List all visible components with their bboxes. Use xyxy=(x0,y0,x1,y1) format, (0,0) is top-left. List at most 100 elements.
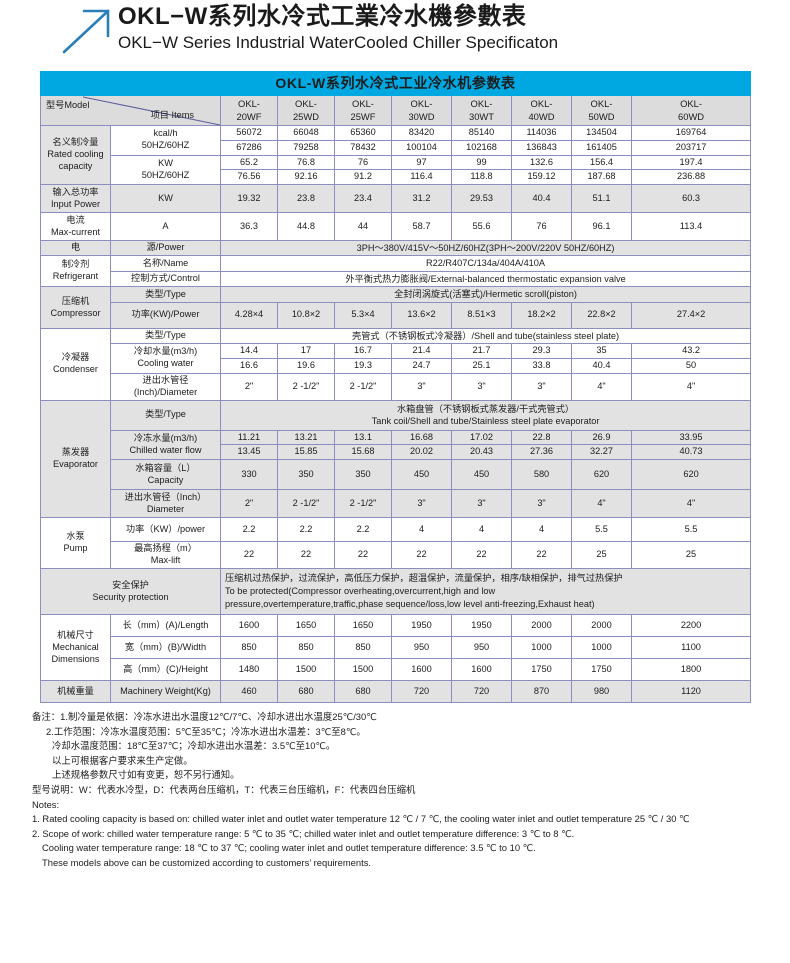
table-row: 进出水管径（Inch） Diameter 2" 2 -1/2" 2 -1/2" 3… xyxy=(41,489,752,519)
table-row: 76.56 92.16 91.2 116.4 118.8 159.12 187.… xyxy=(41,169,752,186)
cell: 350 xyxy=(334,459,392,491)
cell: 76 xyxy=(334,154,392,171)
group-label-evaporator: 蒸发器 Evaporator xyxy=(40,399,111,519)
diagonal-divider-icon xyxy=(82,96,221,126)
cell: 97 xyxy=(391,154,452,171)
cell: 22.8 xyxy=(511,429,572,446)
group-label-power: 电 xyxy=(40,240,111,257)
specification-table: OKL-W系列水冷式工业冷水机参数表 型号Model 项目 Items OKL-… xyxy=(39,71,752,704)
table-row: 最高扬程（m） Max-lift 22 22 22 22 22 22 25 25 xyxy=(41,541,752,570)
cell: 2000 xyxy=(511,614,572,638)
cell: 58.7 xyxy=(391,212,452,242)
table-row: 机械尺寸 Mechanical Dimensions 长（mm）(A)/Length… xyxy=(40,614,752,682)
cell: 18.2×2 xyxy=(511,301,572,329)
model-header-3: OKL- 30WD xyxy=(391,95,452,126)
cell: 1100 xyxy=(630,636,752,660)
cell: 1600 xyxy=(451,658,512,682)
cell: 4" xyxy=(630,489,752,519)
cell: 66048 xyxy=(277,125,335,141)
item-label-width: 宽（mm）(B)/Width xyxy=(110,636,221,660)
cell: 92.16 xyxy=(277,169,335,186)
cell: 23.4 xyxy=(334,184,392,214)
table-row: 输入总功率 Input Power KW 19.32 23.8 23.4 31.2… xyxy=(40,184,752,214)
cell: 31.2 xyxy=(391,184,452,214)
table-row: 水箱容量（L） Capacity 330 350 350 450 450 580 … xyxy=(41,459,752,491)
cell: 2" xyxy=(220,372,278,401)
cell: 96.1 xyxy=(571,212,632,242)
item-label-height: 高（mm）(C)/Height xyxy=(110,658,221,682)
item-label-pump-power: 功率（KW）/power xyxy=(110,517,221,543)
cell: 25 xyxy=(571,541,632,570)
cell: 36.3 xyxy=(220,212,278,242)
cell: 5.5 xyxy=(571,517,632,543)
cell: 980 xyxy=(571,680,632,704)
cell: 2 -1/2" xyxy=(334,372,392,401)
cell: 40.4 xyxy=(571,357,632,374)
cell: 950 xyxy=(391,636,452,660)
condenser-type-value: 壳管式（不锈钢板式冷凝器）/Shell and tube(stainless s… xyxy=(219,327,752,345)
item-label-comp-power: 功率(KW)/Power xyxy=(110,301,221,329)
cell: 67286 xyxy=(220,139,278,156)
table-row: 制冷剂 Refrigerant 名称/Name R22/R407C/134a/40… xyxy=(40,255,752,288)
cell: 1500 xyxy=(277,658,335,682)
cell: 3" xyxy=(511,489,572,519)
corner-label-model: 型号Model xyxy=(46,100,90,110)
item-label-length: 长（mm）(A)/Length xyxy=(110,614,221,638)
cell: 55.6 xyxy=(451,212,512,242)
cell: 11.21 xyxy=(220,429,278,446)
table-row: 安全保护 Security protection 压缩机过热保护，过流保护，高低压… xyxy=(40,568,752,616)
cell: 4" xyxy=(571,372,632,401)
cell: 22 xyxy=(451,541,512,570)
cell: 102168 xyxy=(451,139,512,156)
cell: 4" xyxy=(630,372,752,401)
group-label-dimensions: 机械尺寸 Mechanical Dimensions xyxy=(40,614,111,682)
cell: 20.02 xyxy=(391,444,452,461)
cell: 5.5 xyxy=(630,517,752,543)
cell: 680 xyxy=(277,680,335,704)
cell: 13.6×2 xyxy=(391,301,452,329)
cell: 1750 xyxy=(571,658,632,682)
table-row: 67286 79258 78432 100104 102168 136843 1… xyxy=(41,139,752,156)
cell: 13.45 xyxy=(220,444,278,461)
cell: 620 xyxy=(571,459,632,491)
cell: 60.3 xyxy=(630,184,752,214)
item-label-max-lift: 最高扬程（m） Max-lift xyxy=(110,541,221,570)
cell: 13.1 xyxy=(334,429,392,446)
note-cn-4: 以上可根据客户要求来生产定做。 xyxy=(52,754,193,766)
table-row: 控制方式/Control 外平衡式热力膨胀阀/External-balanced… xyxy=(41,270,752,288)
cell: 159.12 xyxy=(511,169,572,186)
cell: 26.9 xyxy=(571,429,632,446)
cell: 197.4 xyxy=(630,154,752,171)
cell: 10.8×2 xyxy=(277,301,335,329)
cell: 51.1 xyxy=(571,184,632,214)
cell: 4 xyxy=(451,517,512,543)
model-header-1: OKL- 25WD xyxy=(277,95,335,126)
note-en-3: Cooling water temperature range: 18 ℃ to… xyxy=(42,842,536,854)
security-line-en-1: To be protected(Compressor overheating,o… xyxy=(225,585,496,596)
group-label-condenser: 冷凝器 Condenser xyxy=(40,327,111,401)
cell: 2000 xyxy=(571,614,632,638)
security-protection-value: 压缩机过热保护，过流保护，高低压力保护，超温保护，流量保护，相序/缺相保护，排气… xyxy=(219,568,752,616)
cell: 134504 xyxy=(571,125,632,141)
arrow-up-right-icon xyxy=(62,9,110,54)
cell: 1500 xyxy=(334,658,392,682)
cell: 2200 xyxy=(630,614,752,638)
cell: 14.4 xyxy=(220,343,278,359)
model-header-0: OKL- 20WF xyxy=(220,95,278,126)
model-header-7: OKL- 60WD xyxy=(630,95,752,126)
group-label-refrigerant: 制冷剂 Refrigerant xyxy=(40,255,111,288)
table-row: 名义制冷量 Rated cooling capacity kcal/h 50HZ/60… xyxy=(40,124,752,186)
cell: 1950 xyxy=(391,614,452,638)
page-title-cn: OKL−W系列水冷式工業冷水機參數表 xyxy=(118,3,527,30)
table-row: 冷冻水量(m3/h) Chilled water flow 11.21 13.21… xyxy=(41,429,752,461)
page-title-en: OKL−W Series Industrial WaterCooled Chil… xyxy=(118,33,559,52)
table-row: 宽（mm）(B)/Width 850 850 850 950 950 1000 … xyxy=(41,636,752,660)
notes-en-title: Notes: xyxy=(32,798,60,810)
cell: 1800 xyxy=(630,658,752,682)
cell: 132.6 xyxy=(511,154,572,171)
table-row: 电流 Max-current A 36.3 44.8 44 58.7 55.6 7… xyxy=(40,212,752,242)
cell: 850 xyxy=(334,636,392,660)
page-header: OKL−W系列水冷式工業冷水機參數表 OKL−W Series Industri… xyxy=(0,0,790,66)
table-row: 水泵 Pump 功率（KW）/power 2.2 2.2 2.2 4 4 4 5.… xyxy=(40,517,752,570)
cell: 1120 xyxy=(630,680,752,704)
